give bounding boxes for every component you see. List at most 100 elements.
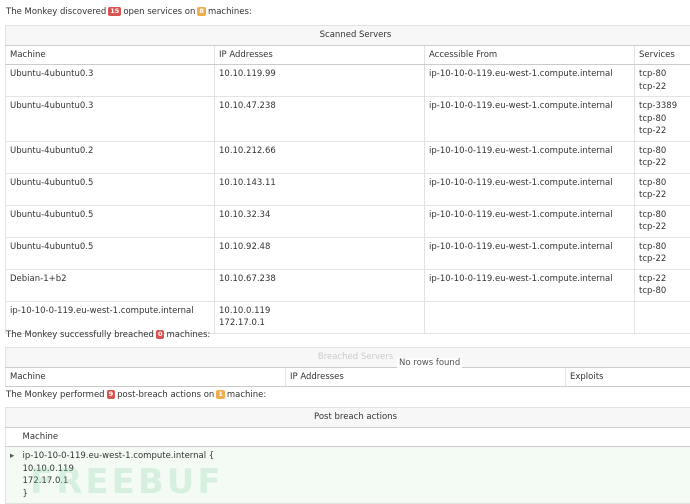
cell-line: tcp-80 xyxy=(639,113,690,126)
table-row: Ubuntu-4ubuntu0.5 10.10.92.48 ip-10-10-0-1… xyxy=(6,237,690,269)
text: machines: xyxy=(208,7,252,17)
column-header: Machine xyxy=(6,45,215,65)
caption: Post breach actions xyxy=(6,408,690,428)
caption: Scanned Servers xyxy=(6,26,690,46)
cell-line: 10.10.32.34 xyxy=(219,209,420,222)
empty-message: No rows found xyxy=(397,358,462,368)
cell-line: tcp-80 xyxy=(639,177,690,190)
column-header: Services xyxy=(635,45,690,65)
table-row: Ubuntu-4ubuntu0.3 10.10.47.238 ip-10-10-0-… xyxy=(6,97,690,142)
accessible-from-cell: ip-10-10-0-119.eu-west-1.compute.interna… xyxy=(425,205,635,237)
accessible-from-cell: ip-10-10-0-119.eu-west-1.compute.interna… xyxy=(425,141,635,173)
cell-line: tcp-80 xyxy=(639,68,690,81)
text: The Monkey discovered xyxy=(6,7,106,17)
caption: Breached Servers xyxy=(6,348,690,368)
accessible-from-cell: ip-10-10-0-119.eu-west-1.compute.interna… xyxy=(425,269,635,301)
expand-toggle[interactable]: ▸ xyxy=(6,447,19,504)
table-row: Ubuntu-4ubuntu0.5 10.10.143.11 ip-10-10-0-… xyxy=(6,173,690,205)
machine-cell: Ubuntu-4ubuntu0.5 xyxy=(6,173,215,205)
cell-line: tcp-22 xyxy=(639,125,690,138)
column-header: Accessible From xyxy=(425,45,635,65)
machine-cell: Ubuntu-4ubuntu0.3 xyxy=(6,97,215,142)
machine-cell: Ubuntu-4ubuntu0.3 xyxy=(6,65,215,97)
accessible-from-cell: ip-10-10-0-119.eu-west-1.compute.interna… xyxy=(425,173,635,205)
cell-line: 10.10.0.119 xyxy=(219,305,420,318)
column-header: Exploits xyxy=(566,367,690,387)
cell-line: 10.10.67.238 xyxy=(219,273,420,286)
table-row: Ubuntu-4ubuntu0.5 10.10.32.34 ip-10-10-0-1… xyxy=(6,205,690,237)
cell-line: 10.10.212.66 xyxy=(219,145,420,158)
text: open services on xyxy=(123,7,195,17)
watermark: FREEBUF xyxy=(30,462,224,502)
cell-line: tcp-22 xyxy=(639,81,690,94)
machine-cell: Ubuntu-4ubuntu0.5 xyxy=(6,205,215,237)
cell-line: tcp-22 xyxy=(639,253,690,266)
cell-line: tcp-80 xyxy=(639,285,690,298)
ips-cell: 10.10.143.11 xyxy=(215,173,425,205)
accessible-from-cell xyxy=(425,301,635,333)
cell-line: 10.10.92.48 xyxy=(219,241,420,254)
cell-line: tcp-22 xyxy=(639,157,690,170)
text: The Monkey successfully breached xyxy=(6,330,154,340)
services-cell xyxy=(635,301,690,333)
ips-cell: 10.10.119.99 xyxy=(215,65,425,97)
column-header: IP Addresses xyxy=(215,45,425,65)
text: machine: xyxy=(227,390,266,400)
cell-line: tcp-22 xyxy=(639,189,690,202)
ips-cell: 10.10.32.34 xyxy=(215,205,425,237)
table-row: Debian-1+b2 10.10.67.238 ip-10-10-0-119.eu… xyxy=(6,269,690,301)
cell-line: tcp-22 xyxy=(639,273,690,286)
cell-line: ip-10-10-0-119.eu-west-1.compute.interna… xyxy=(429,241,630,254)
accessible-from-cell: ip-10-10-0-119.eu-west-1.compute.interna… xyxy=(425,65,635,97)
spacer xyxy=(6,427,19,447)
ips-cell: 10.10.47.238 xyxy=(215,97,425,142)
cell-line: 10.10.119.99 xyxy=(219,68,420,81)
column-header: Machine xyxy=(6,367,286,387)
cell-line: ip-10-10-0-119.eu-west-1.compute.interna… xyxy=(429,209,630,222)
badge: 8 xyxy=(197,7,206,16)
cell-line: tcp-80 xyxy=(639,241,690,254)
accessible-from-cell: ip-10-10-0-119.eu-west-1.compute.interna… xyxy=(425,97,635,142)
badge: 9 xyxy=(107,390,116,399)
cell-line: ip-10-10-0-119.eu-west-1.compute.interna… xyxy=(429,273,630,286)
cell-line: 172.17.0.1 xyxy=(219,317,420,330)
cell-line: tcp-80 xyxy=(639,145,690,158)
machine-cell: Ubuntu-4ubuntu0.5 xyxy=(6,237,215,269)
column-header: Machine xyxy=(19,427,690,447)
machine-cell: Debian-1+b2 xyxy=(6,269,215,301)
cell-line: tcp-22 xyxy=(639,221,690,234)
text: The Monkey performed xyxy=(6,390,105,400)
cell-line: tcp-80 xyxy=(639,209,690,222)
ips-cell: 10.10.67.238 xyxy=(215,269,425,301)
cell-line: ip-10-10-0-119.eu-west-1.compute.interna… xyxy=(429,145,630,158)
cell-line: ip-10-10-0-119.eu-west-1.compute.interna… xyxy=(429,100,630,113)
badge: 1 xyxy=(216,390,225,399)
column-header: IP Addresses xyxy=(286,367,566,387)
table-row: Ubuntu-4ubuntu0.3 10.10.119.99 ip-10-10-0-… xyxy=(6,65,690,97)
cell-line: ip-10-10-0-119.eu-west-1.compute.interna… xyxy=(23,450,690,463)
cell-line: ip-10-10-0-119.eu-west-1.compute.interna… xyxy=(429,68,630,81)
text: machines: xyxy=(166,330,210,340)
badge: 15 xyxy=(108,7,121,16)
text: post-breach actions on xyxy=(117,390,214,400)
cell-line: 10.10.47.238 xyxy=(219,100,420,113)
ips-cell: 10.10.92.48 xyxy=(215,237,425,269)
cell-line: 10.10.143.11 xyxy=(219,177,420,190)
ips-cell: 10.10.212.66 xyxy=(215,141,425,173)
cell-line: tcp-3389 xyxy=(639,100,690,113)
